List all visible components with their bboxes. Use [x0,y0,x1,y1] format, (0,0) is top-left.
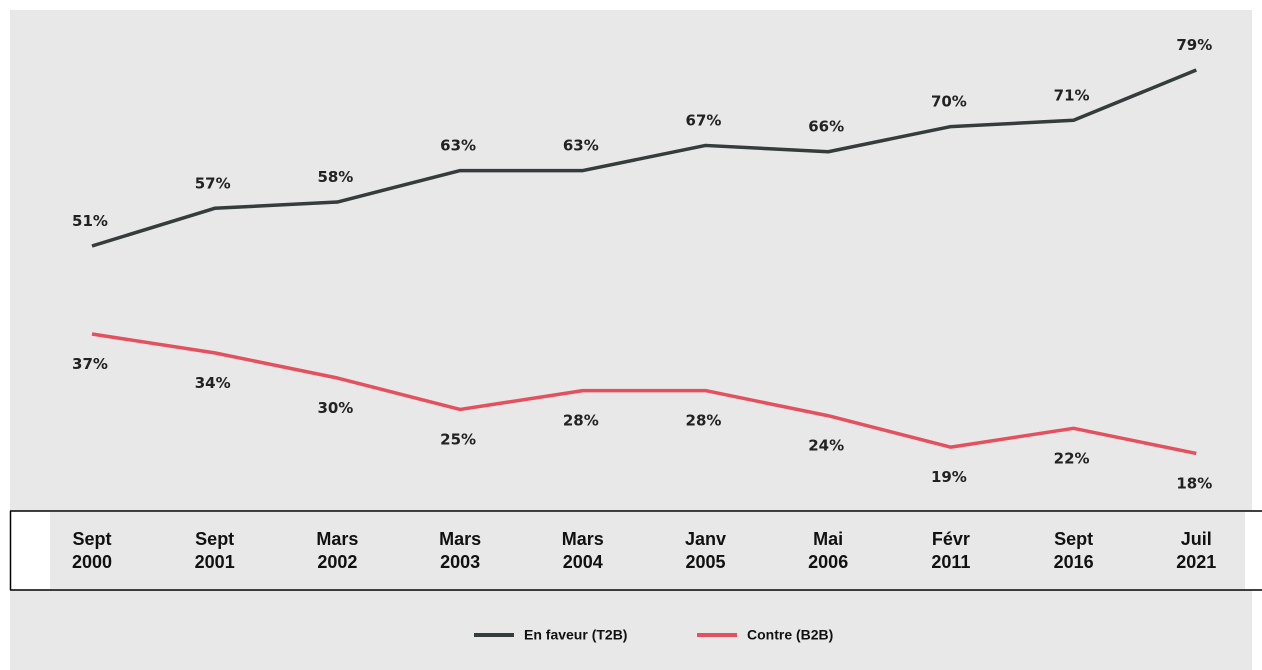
x-tick-label: Sept 2000 [71,529,113,572]
data-label: 57% [195,174,231,192]
x-tick-label: Mars 2002 [316,529,359,572]
x-tick-label: Sept 2016 [1053,529,1094,572]
data-label: 30% [317,399,353,417]
x-tick-label: Févr 2011 [931,529,971,572]
data-label: 28% [563,412,599,430]
data-label: 67% [686,111,722,129]
data-label: 66% [808,118,844,136]
x-tick-label: Mars 2003 [439,529,482,572]
series-line [91,68,1197,248]
data-label: 71% [1054,86,1090,104]
data-label: 79% [1176,36,1212,54]
data-label: 18% [1176,474,1212,492]
data-label: 25% [440,430,476,448]
data-label: 70% [931,93,967,111]
x-tick-label: Juil 2021 [1176,529,1217,572]
x-tick-label: Janv 2005 [684,529,727,572]
data-label: 28% [686,412,722,430]
data-label: 63% [440,137,476,155]
data-label: 37% [72,355,108,373]
x-tick-label: Sept 2001 [194,529,235,572]
series-line [91,332,1197,456]
data-label: 24% [808,437,844,455]
data-label: 34% [195,374,231,392]
x-tick-label: Mars 2004 [561,529,604,572]
data-label: 58% [317,168,353,186]
data-label: 22% [1054,449,1090,467]
legend-label: Contre (B2B) [747,627,833,643]
legend-label: En faveur (T2B) [524,627,627,643]
data-label: 19% [931,468,967,486]
x-tick-label: Mai 2006 [808,529,849,572]
category-band-fill [50,512,1245,589]
data-label: 51% [72,212,108,230]
data-label: 63% [563,137,599,155]
